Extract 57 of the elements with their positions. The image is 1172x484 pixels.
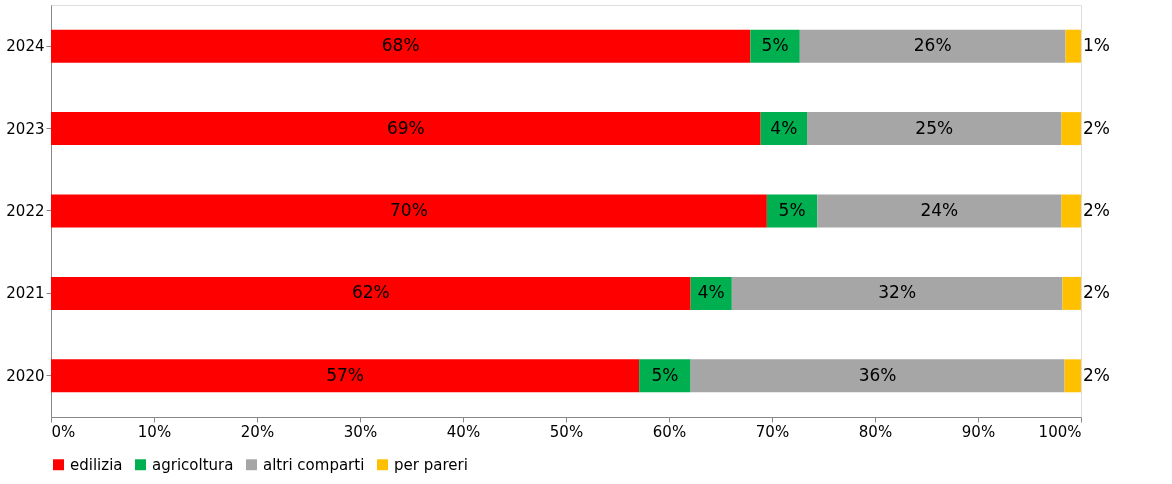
data-label: 5% — [778, 200, 806, 220]
bar — [750, 29, 800, 63]
data-label: 2% — [1083, 364, 1110, 385]
data-label: 69% — [386, 117, 425, 138]
legend-label: altri comparti — [263, 455, 365, 474]
legend-label: per pareri — [394, 455, 468, 474]
bar — [51, 29, 751, 63]
bar — [51, 276, 691, 310]
legend-label: edilizia — [70, 455, 123, 474]
data-label: 2% — [1083, 282, 1110, 303]
x-tick-label: 50% — [549, 422, 584, 441]
bar — [1061, 194, 1081, 228]
data-label: 5% — [651, 364, 679, 385]
bar — [639, 359, 691, 393]
data-label: 32% — [878, 282, 917, 303]
bar — [817, 194, 1062, 228]
x-tick-label: 30% — [343, 422, 378, 441]
x-tick-label: 90% — [961, 422, 996, 441]
data-label: 26% — [913, 35, 952, 56]
bar — [690, 359, 1065, 393]
y-tick-label: 2020 — [6, 366, 45, 385]
data-label: 2% — [1083, 200, 1110, 220]
x-tick-label: 40% — [446, 422, 481, 441]
data-label: 70% — [390, 200, 428, 220]
x-tick-label: 80% — [858, 422, 893, 441]
data-label: 1% — [1083, 35, 1110, 56]
x-tick-label: 60% — [652, 422, 687, 441]
data-label: 25% — [915, 117, 954, 138]
y-tick-label: 2023 — [6, 119, 45, 138]
x-tick-label: 100% — [1038, 422, 1082, 441]
data-label: 4% — [697, 282, 725, 303]
bar — [807, 112, 1062, 146]
data-label: 62% — [351, 282, 390, 303]
x-tick-label: 10% — [137, 422, 172, 441]
data-label: 36% — [858, 364, 897, 385]
bar — [51, 359, 640, 393]
data-label: 4% — [770, 117, 798, 138]
data-label: 5% — [761, 35, 789, 56]
bar — [1064, 359, 1081, 393]
bar — [1062, 276, 1081, 310]
bar — [799, 29, 1066, 63]
bar — [731, 276, 1063, 310]
y-tick-label: 2022 — [6, 202, 45, 220]
data-label: 2% — [1083, 117, 1110, 138]
bar — [1065, 29, 1081, 63]
bar — [51, 112, 761, 146]
bar — [1061, 112, 1081, 146]
y-tick-label: 2021 — [6, 284, 45, 303]
legend-label: agricoltura — [152, 455, 234, 474]
x-tick-label: 20% — [240, 422, 275, 441]
x-tick-label: 0% — [51, 422, 76, 441]
data-label: 57% — [326, 364, 364, 385]
y-tick-label: 2024 — [6, 37, 45, 56]
x-tick-label: 70% — [755, 422, 790, 441]
bar — [51, 194, 767, 228]
data-label: 24% — [920, 200, 959, 220]
data-label: 68% — [381, 35, 420, 56]
